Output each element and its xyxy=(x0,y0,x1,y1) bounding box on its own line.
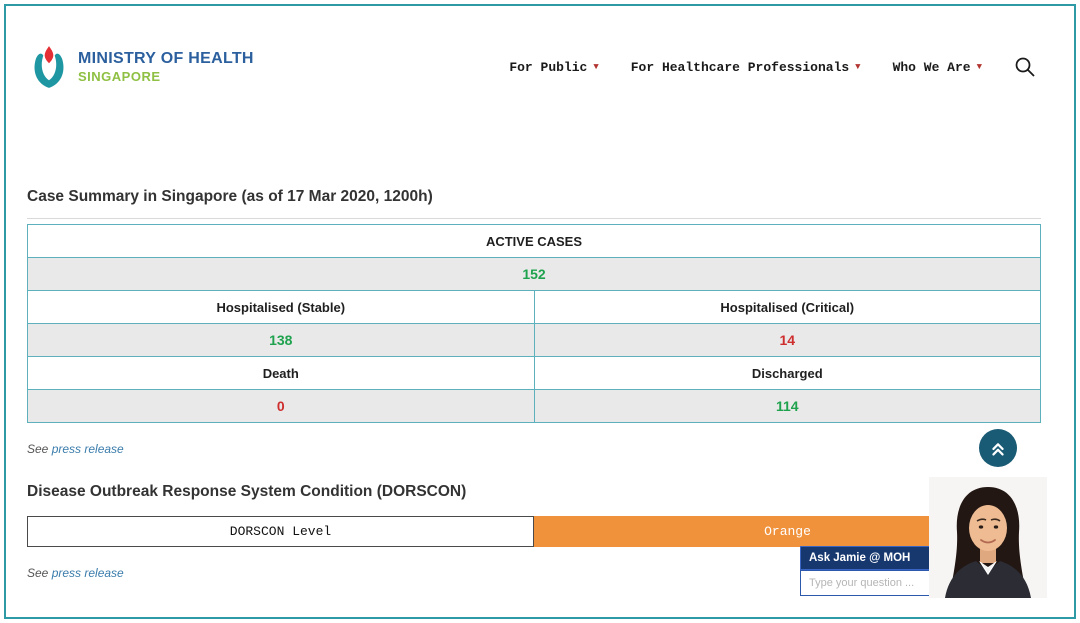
hospitalised-stable-value: 138 xyxy=(27,323,535,357)
press-release-link[interactable]: press release xyxy=(51,566,124,580)
table-row-active-cases-value: 152 xyxy=(27,257,1041,291)
active-cases-label: ACTIVE CASES xyxy=(27,224,1041,258)
dorscon-level-label: DORSCON Level xyxy=(27,516,534,547)
death-value: 0 xyxy=(27,389,535,423)
table-row-death-discharged-labels: Death Discharged xyxy=(27,356,1041,390)
hospitalised-stable-label: Hospitalised (Stable) xyxy=(27,290,535,324)
case-summary-heading: Case Summary in Singapore (as of 17 Mar … xyxy=(27,188,1041,219)
dorscon-table: DORSCON Level Orange xyxy=(27,516,1041,547)
case-summary-see-line: See press release xyxy=(27,442,124,456)
table-row-active-cases-label: ACTIVE CASES xyxy=(27,224,1041,258)
moh-logo[interactable]: MINISTRY OF HEALTH SINGAPORE xyxy=(30,44,254,90)
chevron-down-icon: ▼ xyxy=(976,61,982,72)
nav-for-healthcare-professionals-label: For Healthcare Professionals xyxy=(630,59,850,75)
dorscon-heading: Disease Outbreak Response System Conditi… xyxy=(27,483,467,500)
press-release-link[interactable]: press release xyxy=(51,442,124,456)
table-row-hospitalised-labels: Hospitalised (Stable) Hospitalised (Crit… xyxy=(27,290,1041,324)
double-chevron-up-icon xyxy=(992,443,1004,456)
logo-text: MINISTRY OF HEALTH SINGAPORE xyxy=(78,50,254,84)
see-text: See xyxy=(27,566,52,580)
case-summary-table: ACTIVE CASES 152 Hospitalised (Stable) H… xyxy=(27,224,1041,423)
scroll-to-top-button[interactable] xyxy=(979,429,1017,467)
death-label: Death xyxy=(27,356,535,390)
nav-for-public-label: For Public xyxy=(509,59,588,75)
logo-subtitle: SINGAPORE xyxy=(78,69,161,84)
logo-title: MINISTRY OF HEALTH xyxy=(78,50,254,67)
nav-who-we-are[interactable]: Who We Are ▼ xyxy=(893,60,982,75)
nav-who-we-are-label: Who We Are xyxy=(892,59,971,75)
active-cases-value: 152 xyxy=(27,257,1041,291)
discharged-label: Discharged xyxy=(533,356,1041,390)
nav-for-healthcare-professionals[interactable]: For Healthcare Professionals ▼ xyxy=(631,60,861,75)
dorscon-see-line: See press release xyxy=(27,566,124,580)
agent-avatar-illustration xyxy=(929,477,1047,598)
hospitalised-critical-label: Hospitalised (Critical) xyxy=(533,290,1041,324)
discharged-value: 114 xyxy=(533,389,1041,423)
chevron-down-icon: ▼ xyxy=(855,61,861,72)
chatbot-agent-photo xyxy=(929,477,1047,598)
main-nav: For Public ▼ For Healthcare Professional… xyxy=(509,56,1036,78)
chevron-down-icon: ▼ xyxy=(593,61,599,72)
table-row-death-discharged-values: 0 114 xyxy=(27,389,1041,423)
moh-logo-icon xyxy=(34,46,64,88)
nav-for-public[interactable]: For Public ▼ xyxy=(509,60,598,75)
search-icon[interactable] xyxy=(1014,56,1036,78)
hospitalised-critical-value: 14 xyxy=(533,323,1041,357)
see-text: See xyxy=(27,442,52,456)
table-row-hospitalised-values: 138 14 xyxy=(27,323,1041,357)
